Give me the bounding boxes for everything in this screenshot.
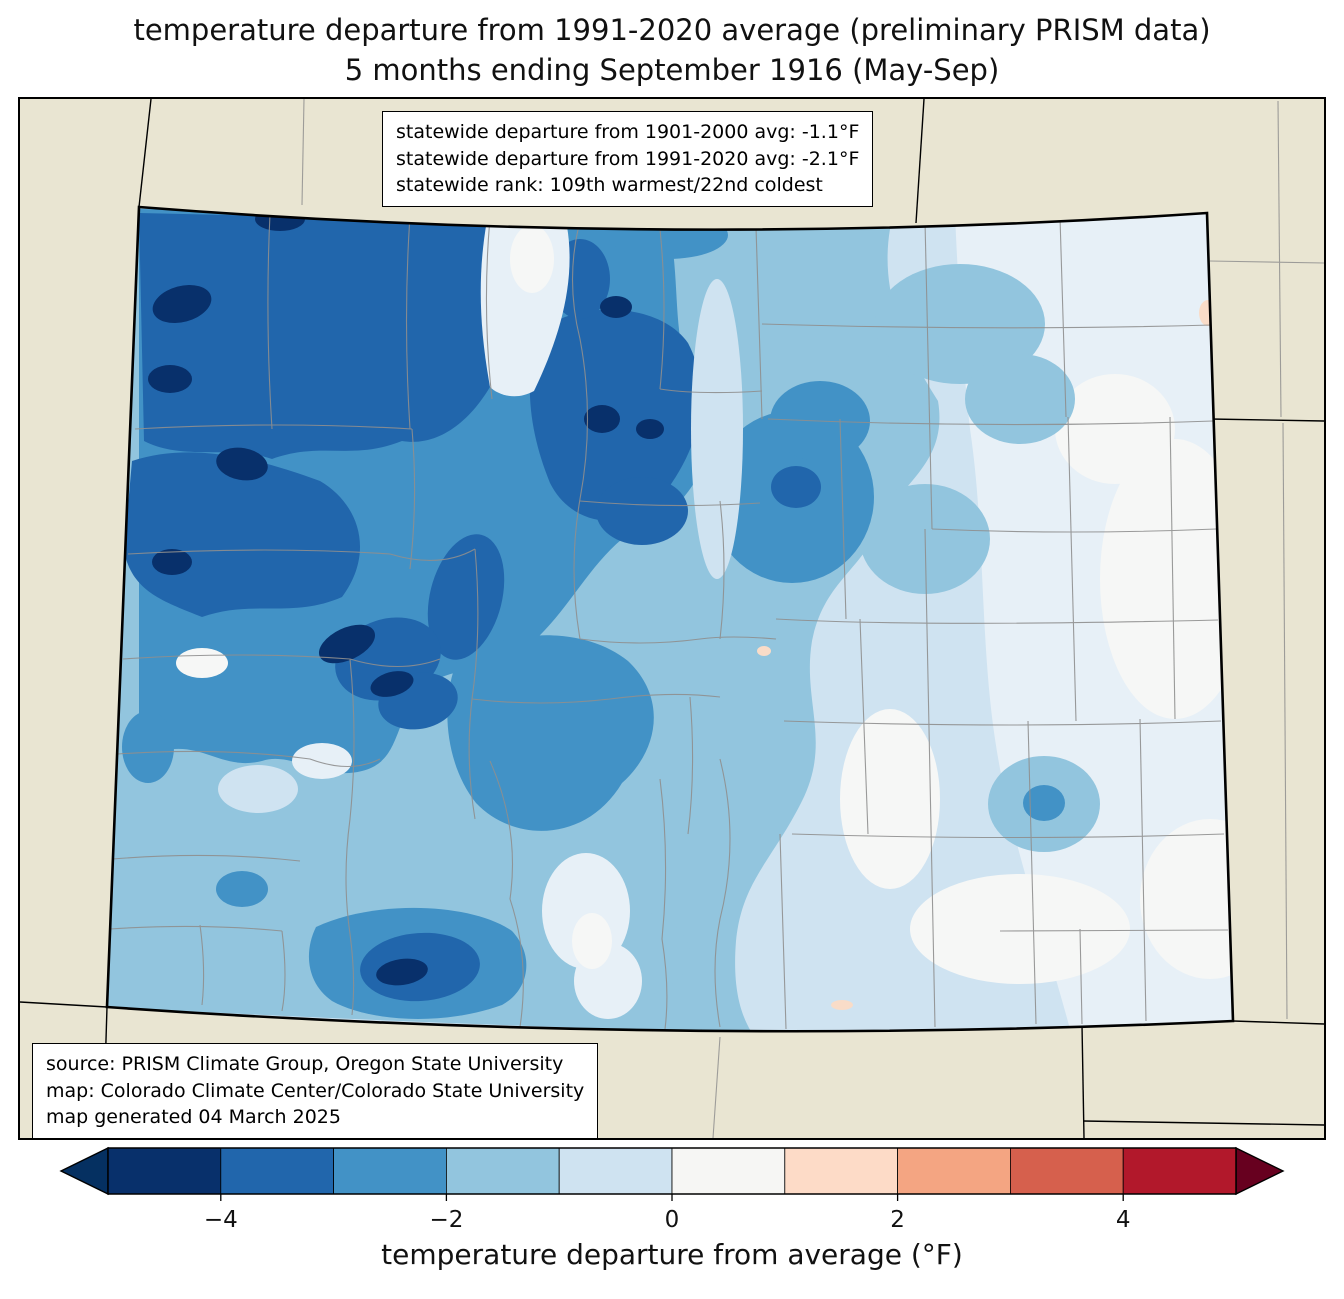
stats-line-1901-2000: statewide departure from 1901-2000 avg: … [396, 121, 860, 143]
colorbar-label: temperature departure from average (°F) [381, 1238, 963, 1271]
colorbar-left-arrow [59, 1146, 109, 1196]
colorbar-segment [558, 1147, 673, 1195]
source-line-map: map: Colorado Climate Center/Colorado St… [46, 1079, 585, 1102]
title-line-2: 5 months ending September 1916 (May-Sep) [344, 53, 1000, 88]
colorbar-segment [1122, 1147, 1237, 1195]
contour-white-patches-east [840, 374, 1233, 984]
colorbar-segment [220, 1147, 335, 1195]
neighbor-county-lines [301, 99, 1324, 1138]
colorbar-segment [1010, 1147, 1124, 1195]
colorbar-segment [897, 1147, 1011, 1195]
colorado-map [20, 99, 1324, 1138]
stats-line-rank: statewide rank: 109th warmest/22nd colde… [396, 174, 823, 197]
stats-line-1991-2020: statewide departure from 1991-2020 avg: … [396, 147, 860, 170]
colorbar-tick-label: 0 [665, 1207, 680, 1233]
contour-level-m4 [124, 213, 821, 1002]
figure-title: temperature departure from 1991-2020 ave… [0, 10, 1344, 90]
title-line-1: temperature departure from 1991-2020 ave… [133, 13, 1211, 47]
colorbar-segment [333, 1147, 447, 1195]
colorbar-segment [445, 1147, 560, 1195]
colorbar-tick-label: 4 [1116, 1207, 1131, 1233]
colorbar-right-arrow [1235, 1146, 1285, 1196]
map-canvas: statewide departure from 1901-2000 avg: … [18, 97, 1326, 1140]
state-border-colorado [105, 205, 1235, 1033]
contour-pale-strip [218, 279, 743, 813]
contour-level-m5 [148, 207, 664, 986]
colorbar-segment [671, 1147, 786, 1195]
colorbar-tick-label: −2 [429, 1207, 463, 1233]
colorbar-container: −4 −2 0 2 4 [58, 1146, 1286, 1238]
source-line-source: source: PRISM Climate Group, Oregon Stat… [46, 1053, 564, 1075]
colorbar: −4 −2 0 2 4 [59, 1146, 1285, 1233]
source-box: source: PRISM Climate Group, Oregon Stat… [32, 1043, 599, 1139]
stats-box: statewide departure from 1901-2000 avg: … [382, 111, 874, 207]
colorbar-tick-label: −4 [204, 1207, 238, 1233]
temperature-contours [107, 207, 1233, 1032]
colorbar-tick-label: 2 [890, 1207, 905, 1233]
colorbar-segment [784, 1147, 898, 1195]
source-line-generated: map generated 04 March 2025 [46, 1106, 341, 1129]
county-boundaries [109, 213, 1229, 1030]
colorbar-segment [107, 1147, 222, 1195]
